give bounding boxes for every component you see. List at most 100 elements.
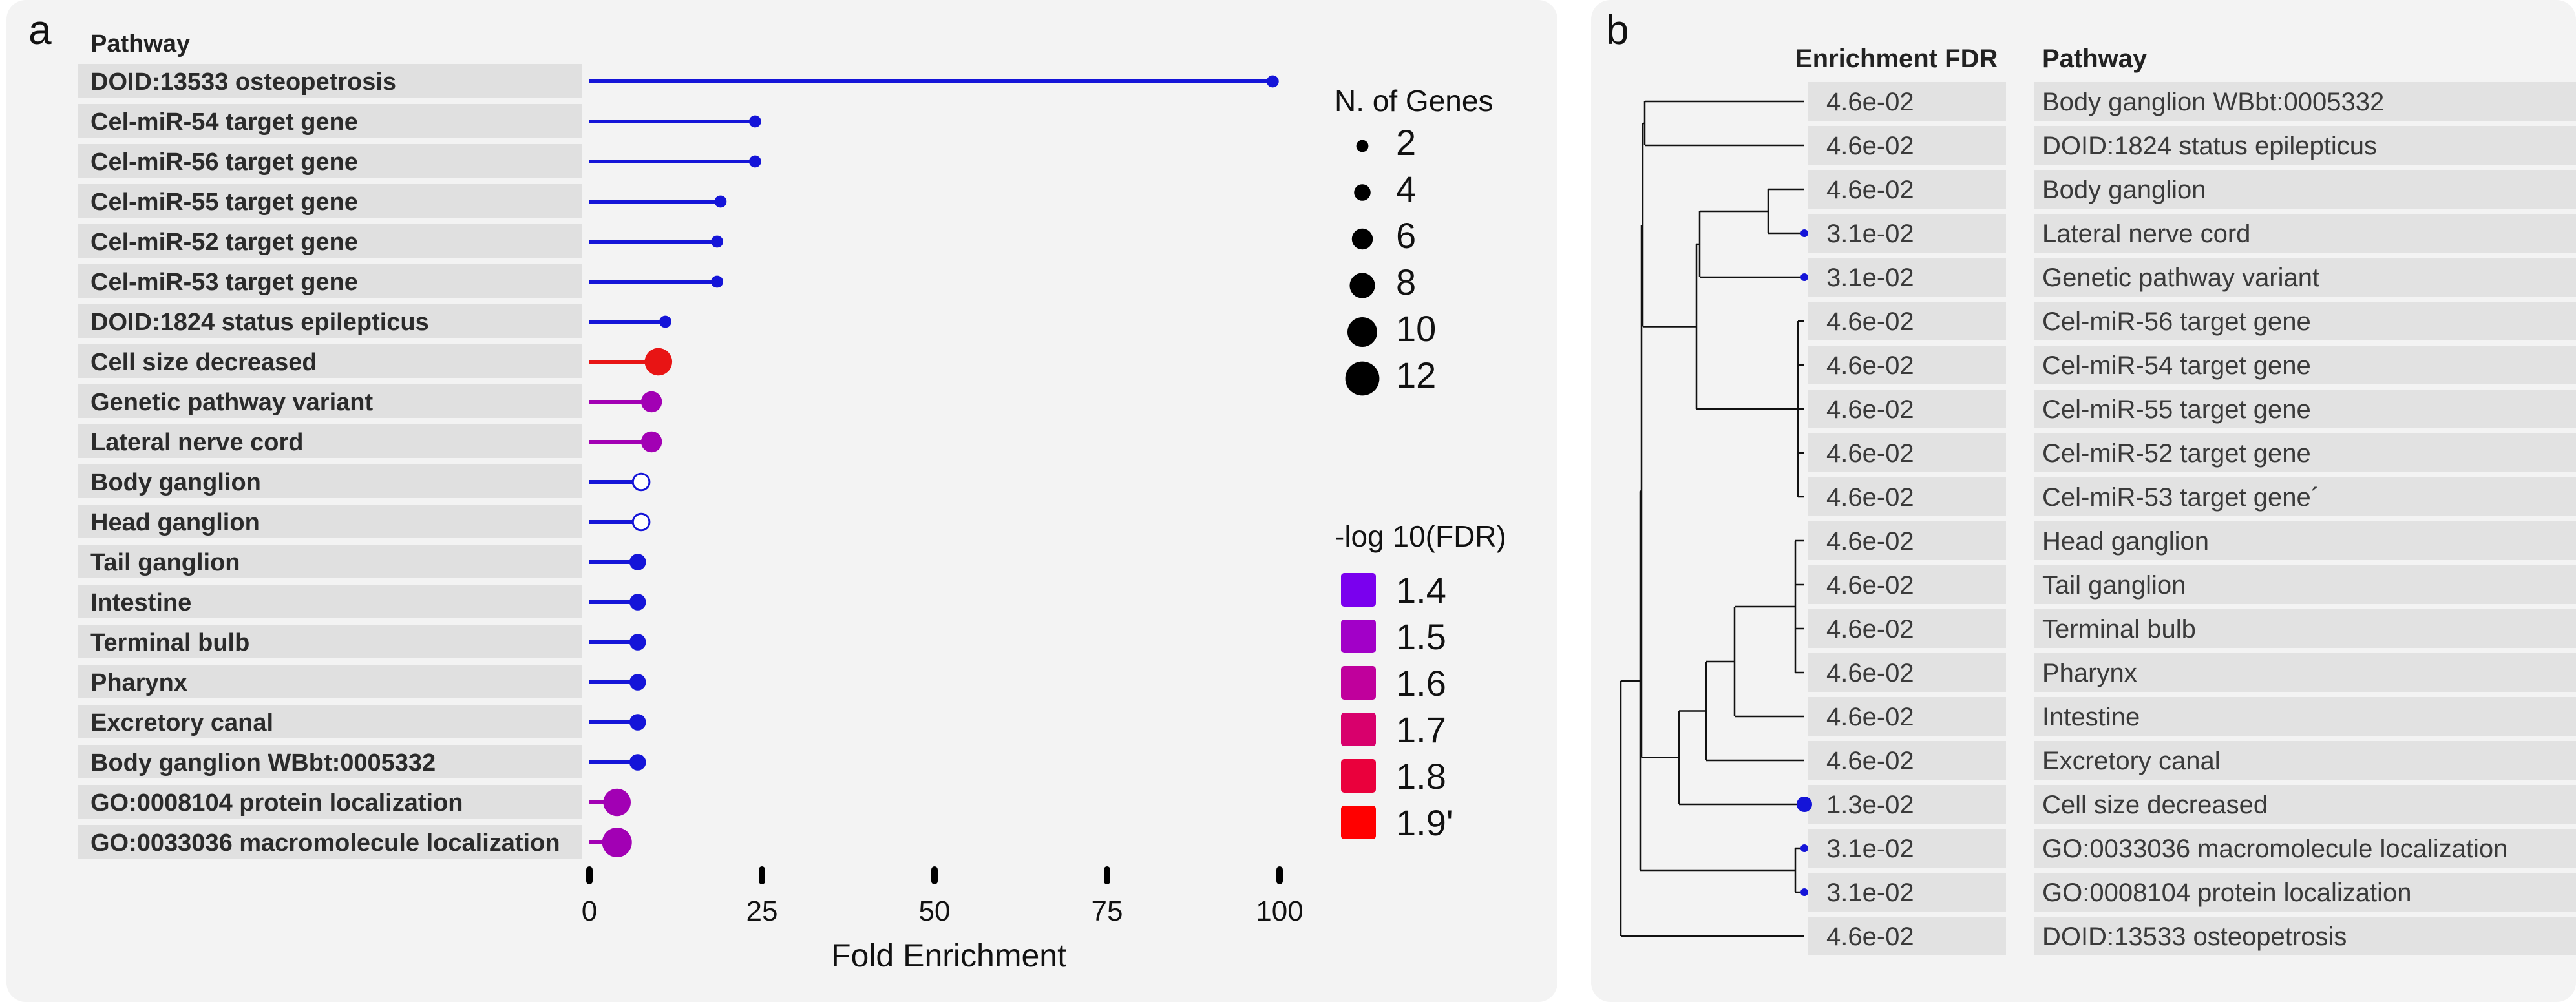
pathway-name-tail-ganglion: Tail ganglion [2042, 571, 2186, 600]
size-legend-label-6: 6 [1396, 215, 1416, 256]
dot-cel-mir-56-target-gene [748, 155, 761, 168]
dot-genetic-pathway-variant [640, 391, 662, 413]
pathway-label-tail-ganglion: Tail ganglion [90, 549, 240, 576]
fdr-cell-bg-cel-mir-55-target-gene [1808, 390, 2006, 428]
dot-excretory-canal [629, 714, 646, 731]
dot-doid-1824-status-epilepticus [659, 315, 671, 328]
fdr-cell-bg-go-0033036-macromolecule-localization [1808, 829, 2006, 868]
fdr-cell-bg-head-ganglion [1808, 521, 2006, 560]
pathway-label-body-ganglion: Body ganglion [90, 469, 261, 496]
fdr-cell-bg-cell-size-decreased [1808, 785, 2006, 824]
pathway-label-bg-body-ganglion-wbbt-0005332 [78, 745, 582, 778]
fdr-cell-bg-cel-mir-56-target-gene [1808, 302, 2006, 340]
leaf-dot-go-0008104-protein-localization [1800, 888, 1808, 896]
color-legend-label-1-7: 1.7 [1396, 709, 1446, 750]
color-legend-swatch-1-8 [1341, 759, 1376, 793]
fdr-value-intestine: 4.6e-02 [1826, 703, 1914, 731]
pathway-label-body-ganglion-wbbt-0005332: Body ganglion WBbt:0005332 [90, 749, 436, 777]
fdr-cell-bg-cel-mir-52-target-gene [1808, 433, 2006, 472]
color-legend-label-1-8: 1.8 [1396, 756, 1446, 797]
pathway-label-bg-cel-mir-52-target-gene [78, 224, 582, 258]
dot-go-0033036-macromolecule-localization [602, 828, 632, 857]
pathway-label-bg-terminal-bulb [78, 625, 582, 658]
pathway-name-body-ganglion-wbbt-0005332: Body ganglion WBbt:0005332 [2042, 88, 2384, 116]
pathway-cell-bg-genetic-pathway-variant [2034, 258, 2576, 297]
size-legend-dot-12 [1345, 361, 1380, 396]
size-legend-dot-4 [1354, 184, 1371, 201]
fdr-cell-bg-genetic-pathway-variant [1808, 258, 2006, 297]
pathway-label-cel-mir-54-target-gene: Cel-miR-54 target gene [90, 109, 358, 136]
fdr-cell-bg-cel-mir-53-target-gene [1808, 477, 2006, 516]
pathway-label-terminal-bulb: Terminal bulb [90, 629, 249, 656]
pathway-name-go-0033036-macromolecule-localization: GO:0033036 macromolecule localization [2042, 835, 2507, 863]
fdr-cell-bg-doid-1824-status-epilepticus [1808, 126, 2006, 165]
dot-cel-mir-54-target-gene [748, 115, 761, 128]
pathway-name-terminal-bulb: Terminal bulb [2042, 615, 2196, 643]
color-legend-label-1-4: 1.4 [1396, 570, 1446, 611]
dot-body-ganglion-wbbt-0005332 [629, 754, 646, 771]
pathway-label-bg-cel-mir-53-target-gene [78, 264, 582, 298]
dot-cel-mir-55-target-gene [714, 195, 727, 208]
pathway-label-bg-excretory-canal [78, 705, 582, 738]
pathway-label-go-0008104-protein-localization: GO:0008104 protein localization [90, 789, 463, 817]
pathway-name-pharynx: Pharynx [2042, 659, 2137, 687]
pathway-label-bg-lateral-nerve-cord [78, 424, 582, 458]
pathway-name-cell-size-decreased: Cell size decreased [2042, 791, 2268, 819]
fdr-value-cel-mir-52-target-gene: 4.6e-02 [1826, 439, 1914, 468]
fdr-cell-bg-lateral-nerve-cord [1808, 214, 2006, 253]
pathway-cell-bg-go-0008104-protein-localization [2034, 873, 2576, 912]
color-legend-label-1-9: 1.9' [1396, 802, 1453, 843]
dot-doid-13533-osteopetrosis [1266, 75, 1279, 88]
pathway-cell-bg-doid-13533-osteopetrosis [2034, 917, 2576, 955]
fdr-table: 4.6e-02 Body ganglion WBbt:0005332 4.6e-02… [1797, 82, 2576, 955]
pathway-cell-bg-body-ganglion [2034, 170, 2576, 209]
fdr-cell-bg-intestine [1808, 697, 2006, 736]
dot-body-ganglion [631, 472, 651, 492]
pathway-label-pharynx: Pharynx [90, 669, 187, 696]
pathway-cell-bg-lateral-nerve-cord [2034, 214, 2576, 253]
color-legend-label-1-5: 1.5 [1396, 616, 1446, 657]
pathway-cell-bg-pharynx [2034, 653, 2576, 692]
dot-cell-size-decreased [644, 348, 673, 376]
panel-a-letter: a [28, 6, 52, 53]
pathway-label-bg-go-0033036-macromolecule-localization [78, 825, 582, 859]
pathway-name-cel-mir-55-target-gene: Cel-miR-55 target gene [2042, 395, 2311, 424]
pathway-label-excretory-canal: Excretory canal [90, 709, 273, 736]
pathway-label-bg-cel-mir-55-target-gene [78, 184, 582, 218]
pathway-cell-bg-tail-ganglion [2034, 565, 2576, 604]
x-tick-75 [1104, 866, 1110, 884]
dot-lateral-nerve-cord [640, 431, 662, 453]
fdr-value-genetic-pathway-variant: 3.1e-02 [1826, 264, 1914, 292]
x-tick-label-0: 0 [582, 895, 597, 927]
x-axis-label: Fold Enrichment [831, 937, 1066, 974]
pathway-name-excretory-canal: Excretory canal [2042, 747, 2221, 775]
x-tick-0 [586, 866, 593, 884]
pathway-cell-bg-doid-1824-status-epilepticus [2034, 126, 2576, 165]
pathway-name-body-ganglion: Body ganglion [2042, 176, 2206, 204]
pathway-label-bg-pharynx [78, 665, 582, 698]
color-legend: 1.4 1.5 1.6 1.7 1.8 1.9' [1341, 570, 1453, 843]
pathway-name-cel-mir-56-target-gene: Cel-miR-56 target gene [2042, 308, 2311, 336]
fdr-value-excretory-canal: 4.6e-02 [1826, 747, 1914, 775]
pathway-label-bg-tail-ganglion [78, 545, 582, 578]
size-legend-dot-2 [1356, 140, 1369, 152]
panel-b-letter: b [1606, 6, 1629, 53]
fdr-cell-bg-body-ganglion-wbbt-0005332 [1808, 82, 2006, 121]
pathway-label-cel-mir-52-target-gene: Cel-miR-52 target gene [90, 229, 358, 256]
pathway-label-cel-mir-53-target-gene: Cel-miR-53 target gene [90, 269, 358, 296]
pathway-label-bg-doid-13533-osteopetrosis [78, 64, 582, 98]
pathway-name-intestine: Intestine [2042, 703, 2140, 731]
dot-pharynx [629, 674, 646, 691]
fdr-cell-bg-go-0008104-protein-localization [1808, 873, 2006, 912]
lollipop-dots [602, 75, 1279, 857]
pathway-label-bg-body-ganglion [78, 464, 582, 498]
pathway-name-cel-mir-52-target-gene: Cel-miR-52 target gene [2042, 439, 2311, 468]
fdr-value-body-ganglion-wbbt-0005332: 4.6e-02 [1826, 88, 1914, 116]
color-legend-swatch-1-6 [1341, 666, 1376, 700]
pathway-cell-bg-intestine [2034, 697, 2576, 736]
fdr-cell-bg-cel-mir-54-target-gene [1808, 346, 2006, 384]
pathway-label-bg-go-0008104-protein-localization [78, 785, 582, 819]
size-legend-label-2: 2 [1396, 122, 1416, 163]
size-legend: 2 4 6 8 10 12 [1345, 122, 1436, 396]
